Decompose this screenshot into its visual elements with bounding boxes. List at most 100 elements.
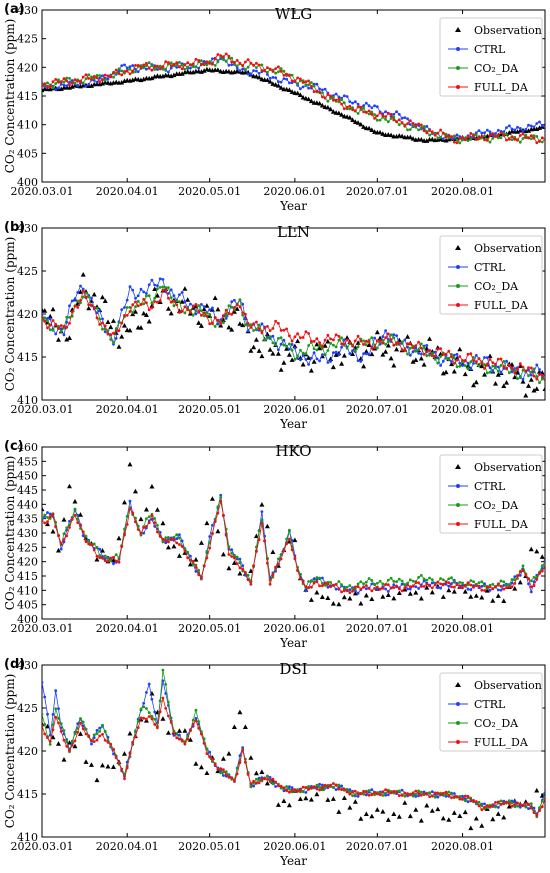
series-point bbox=[266, 561, 269, 565]
series-point bbox=[277, 784, 280, 788]
series-point bbox=[224, 532, 228, 536]
observation-point bbox=[204, 520, 210, 526]
observation-point bbox=[328, 356, 334, 361]
series-point bbox=[312, 340, 316, 343]
y-tick-label: 410 bbox=[17, 831, 38, 844]
series-point bbox=[285, 537, 288, 541]
observation-point bbox=[495, 811, 501, 816]
series-point bbox=[161, 278, 165, 281]
legend-label: CTRL bbox=[474, 480, 506, 493]
series-point bbox=[175, 537, 179, 541]
series-point bbox=[411, 350, 415, 354]
series-point bbox=[43, 732, 47, 736]
series-point bbox=[79, 717, 82, 721]
series-point bbox=[315, 783, 319, 787]
legend-marker bbox=[456, 702, 460, 706]
observation-point bbox=[407, 591, 413, 596]
series-point bbox=[334, 333, 338, 337]
series-point bbox=[340, 583, 343, 587]
series-point bbox=[142, 526, 146, 529]
series-point bbox=[527, 374, 530, 378]
series-point bbox=[474, 800, 478, 803]
series-point bbox=[257, 63, 261, 67]
series-point bbox=[65, 76, 69, 80]
series-point bbox=[95, 76, 99, 80]
series-point bbox=[447, 584, 451, 588]
observation-point bbox=[171, 543, 177, 549]
observation-point bbox=[344, 335, 350, 340]
observation-point bbox=[330, 364, 336, 370]
observation-point bbox=[380, 352, 386, 357]
series-point bbox=[455, 795, 459, 798]
series-point bbox=[458, 364, 462, 368]
series-point bbox=[42, 315, 44, 319]
series-point bbox=[95, 546, 99, 550]
series-point bbox=[386, 793, 390, 797]
observation-point bbox=[259, 76, 265, 82]
series-point bbox=[290, 786, 294, 789]
series-point bbox=[362, 104, 365, 108]
series-point bbox=[271, 334, 275, 338]
series-point bbox=[136, 528, 140, 531]
series-point bbox=[483, 802, 486, 806]
series-point bbox=[307, 785, 310, 788]
series-point bbox=[197, 310, 201, 313]
y-tick-label: 410 bbox=[17, 394, 38, 407]
series-point bbox=[540, 140, 544, 144]
series-point bbox=[392, 343, 396, 347]
series-point bbox=[337, 353, 341, 357]
series-point bbox=[172, 537, 176, 541]
series-point bbox=[419, 793, 423, 797]
series-point bbox=[326, 361, 330, 364]
series-point bbox=[202, 62, 206, 66]
series-point bbox=[73, 739, 77, 743]
observation-point bbox=[237, 570, 243, 576]
series-point bbox=[521, 132, 525, 136]
observation-point bbox=[407, 134, 413, 140]
series-point bbox=[378, 118, 382, 122]
series-point bbox=[260, 63, 264, 67]
series-point bbox=[131, 303, 135, 307]
series-point bbox=[117, 329, 121, 333]
observation-point bbox=[102, 298, 108, 304]
series-point bbox=[299, 358, 302, 362]
series-point bbox=[219, 493, 223, 497]
series-point bbox=[169, 288, 173, 292]
y-axis-label: CO₂ Concentration (ppm) bbox=[3, 674, 17, 829]
observation-point bbox=[160, 716, 166, 721]
series-point bbox=[279, 336, 283, 340]
series-point bbox=[521, 804, 525, 807]
series-3 bbox=[42, 52, 545, 145]
series-point bbox=[43, 695, 47, 699]
y-tick-label: 410 bbox=[17, 119, 38, 132]
observation-point bbox=[77, 512, 83, 517]
observation-point bbox=[319, 102, 325, 108]
series-point bbox=[386, 120, 390, 124]
series-point bbox=[433, 133, 437, 137]
series-point bbox=[62, 83, 66, 87]
series-point bbox=[417, 794, 420, 798]
series-point bbox=[540, 124, 544, 127]
series-point bbox=[46, 712, 49, 716]
series-point bbox=[447, 357, 451, 361]
series-point bbox=[356, 102, 360, 106]
series-point bbox=[450, 582, 453, 585]
observation-point bbox=[308, 98, 314, 104]
series-point bbox=[167, 292, 170, 295]
series-point bbox=[370, 113, 374, 116]
series-point bbox=[103, 730, 107, 734]
observation-point bbox=[245, 69, 251, 75]
series-point bbox=[340, 784, 343, 788]
series-point bbox=[513, 367, 517, 370]
series-point bbox=[304, 791, 308, 794]
series-point bbox=[362, 343, 365, 346]
series-point bbox=[455, 365, 459, 369]
series-point bbox=[153, 517, 157, 520]
series-point bbox=[101, 556, 104, 560]
series-point bbox=[326, 585, 330, 589]
series-point bbox=[224, 52, 228, 56]
series-point bbox=[98, 547, 102, 551]
series-point bbox=[384, 110, 387, 114]
y-axis-label: CO₂ Concentration (ppm) bbox=[3, 456, 17, 611]
